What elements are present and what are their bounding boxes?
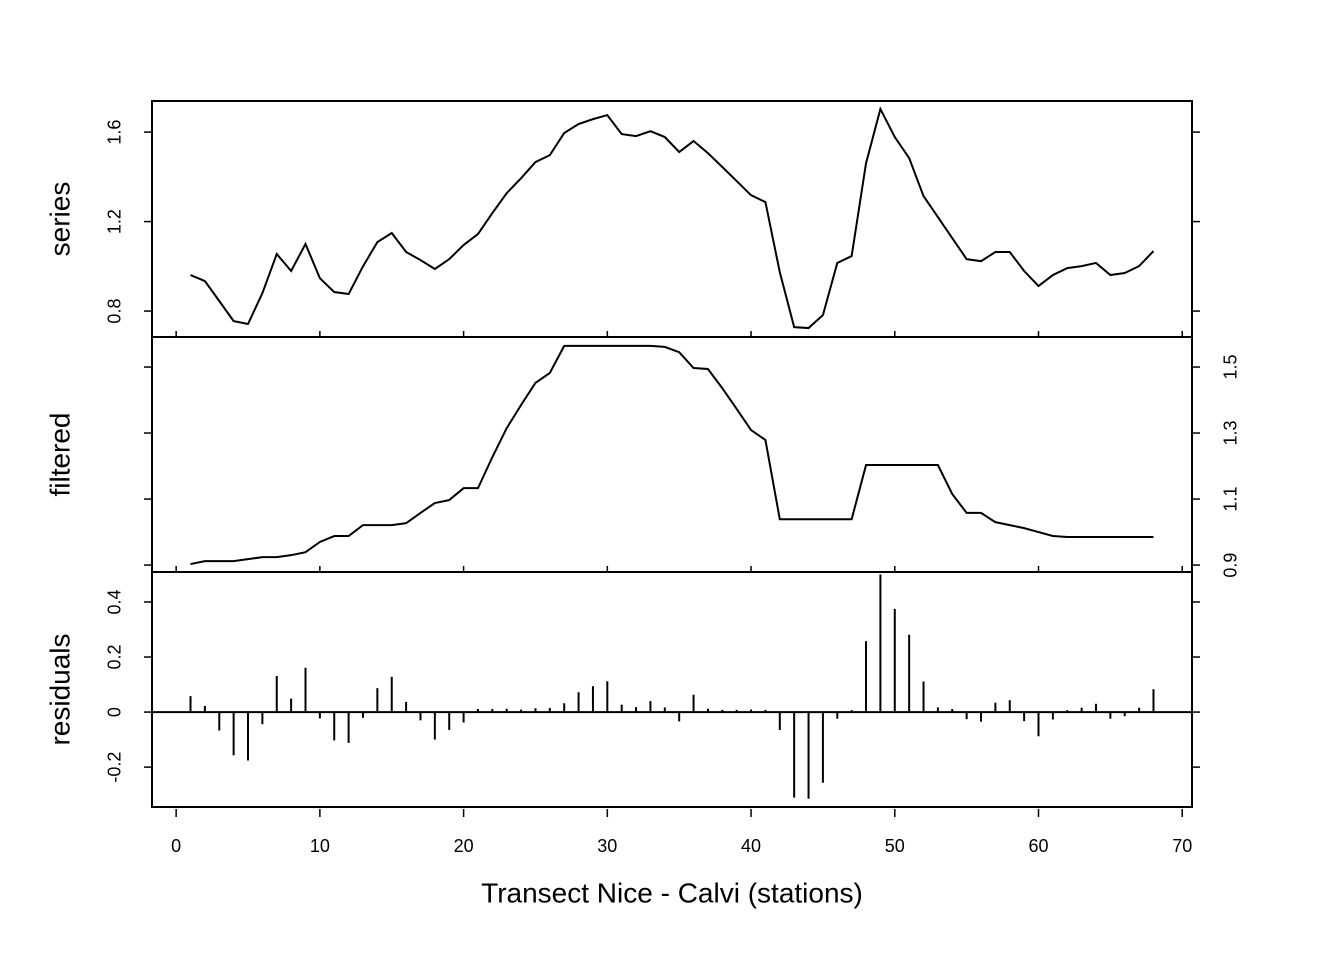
x-tick-label: 0 [171, 836, 181, 856]
y-tick-label: 1.5 [1221, 355, 1241, 380]
x-tick-label: 20 [454, 836, 474, 856]
y-axis-label: residuals [44, 633, 75, 745]
series-line [190, 106, 1155, 330]
y-tick-label: 1.2 [105, 209, 125, 234]
series-line [190, 344, 1154, 566]
y-tick-label: 1.6 [105, 120, 125, 145]
x-axis-label: Transect Nice - Calvi (stations) [481, 877, 863, 908]
y-tick-label: 0.9 [1221, 553, 1241, 578]
x-tick-label: 10 [310, 836, 330, 856]
x-tick-label: 40 [741, 836, 761, 856]
y-tick-label: -0.2 [105, 752, 125, 783]
x-tick-label: 30 [597, 836, 617, 856]
y-axis-label: filtered [44, 412, 75, 496]
y-tick-label: 0 [105, 707, 125, 717]
y-tick-label: 0.2 [105, 645, 125, 670]
x-tick-label: 70 [1172, 836, 1192, 856]
y-axis-label: series [44, 182, 75, 257]
panel-frame [151, 571, 1193, 808]
y-tick-label: 1.3 [1221, 421, 1241, 446]
x-tick-label: 60 [1028, 836, 1048, 856]
y-tick-label: 0.4 [105, 589, 125, 614]
x-tick-label: 50 [885, 836, 905, 856]
y-tick-label: 1.1 [1221, 487, 1241, 512]
y-tick-label: 0.8 [105, 299, 125, 324]
